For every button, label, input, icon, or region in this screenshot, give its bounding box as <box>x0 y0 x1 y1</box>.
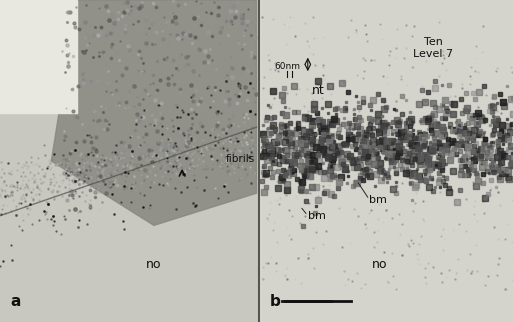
Text: b: b <box>269 294 280 309</box>
Text: a: a <box>10 294 21 309</box>
Text: 60nm: 60nm <box>274 62 301 71</box>
Bar <box>262 0 513 322</box>
Text: bm: bm <box>369 194 387 205</box>
Text: nt: nt <box>312 84 324 97</box>
Text: no: no <box>146 258 162 270</box>
Text: bm: bm <box>308 211 326 221</box>
Text: fibrils: fibrils <box>226 154 255 165</box>
Bar <box>0 0 259 322</box>
Text: no: no <box>372 258 387 270</box>
Polygon shape <box>51 0 256 225</box>
Bar <box>0 0 77 113</box>
Bar <box>259 0 513 322</box>
Text: Ten
Level 7: Ten Level 7 <box>413 37 453 60</box>
